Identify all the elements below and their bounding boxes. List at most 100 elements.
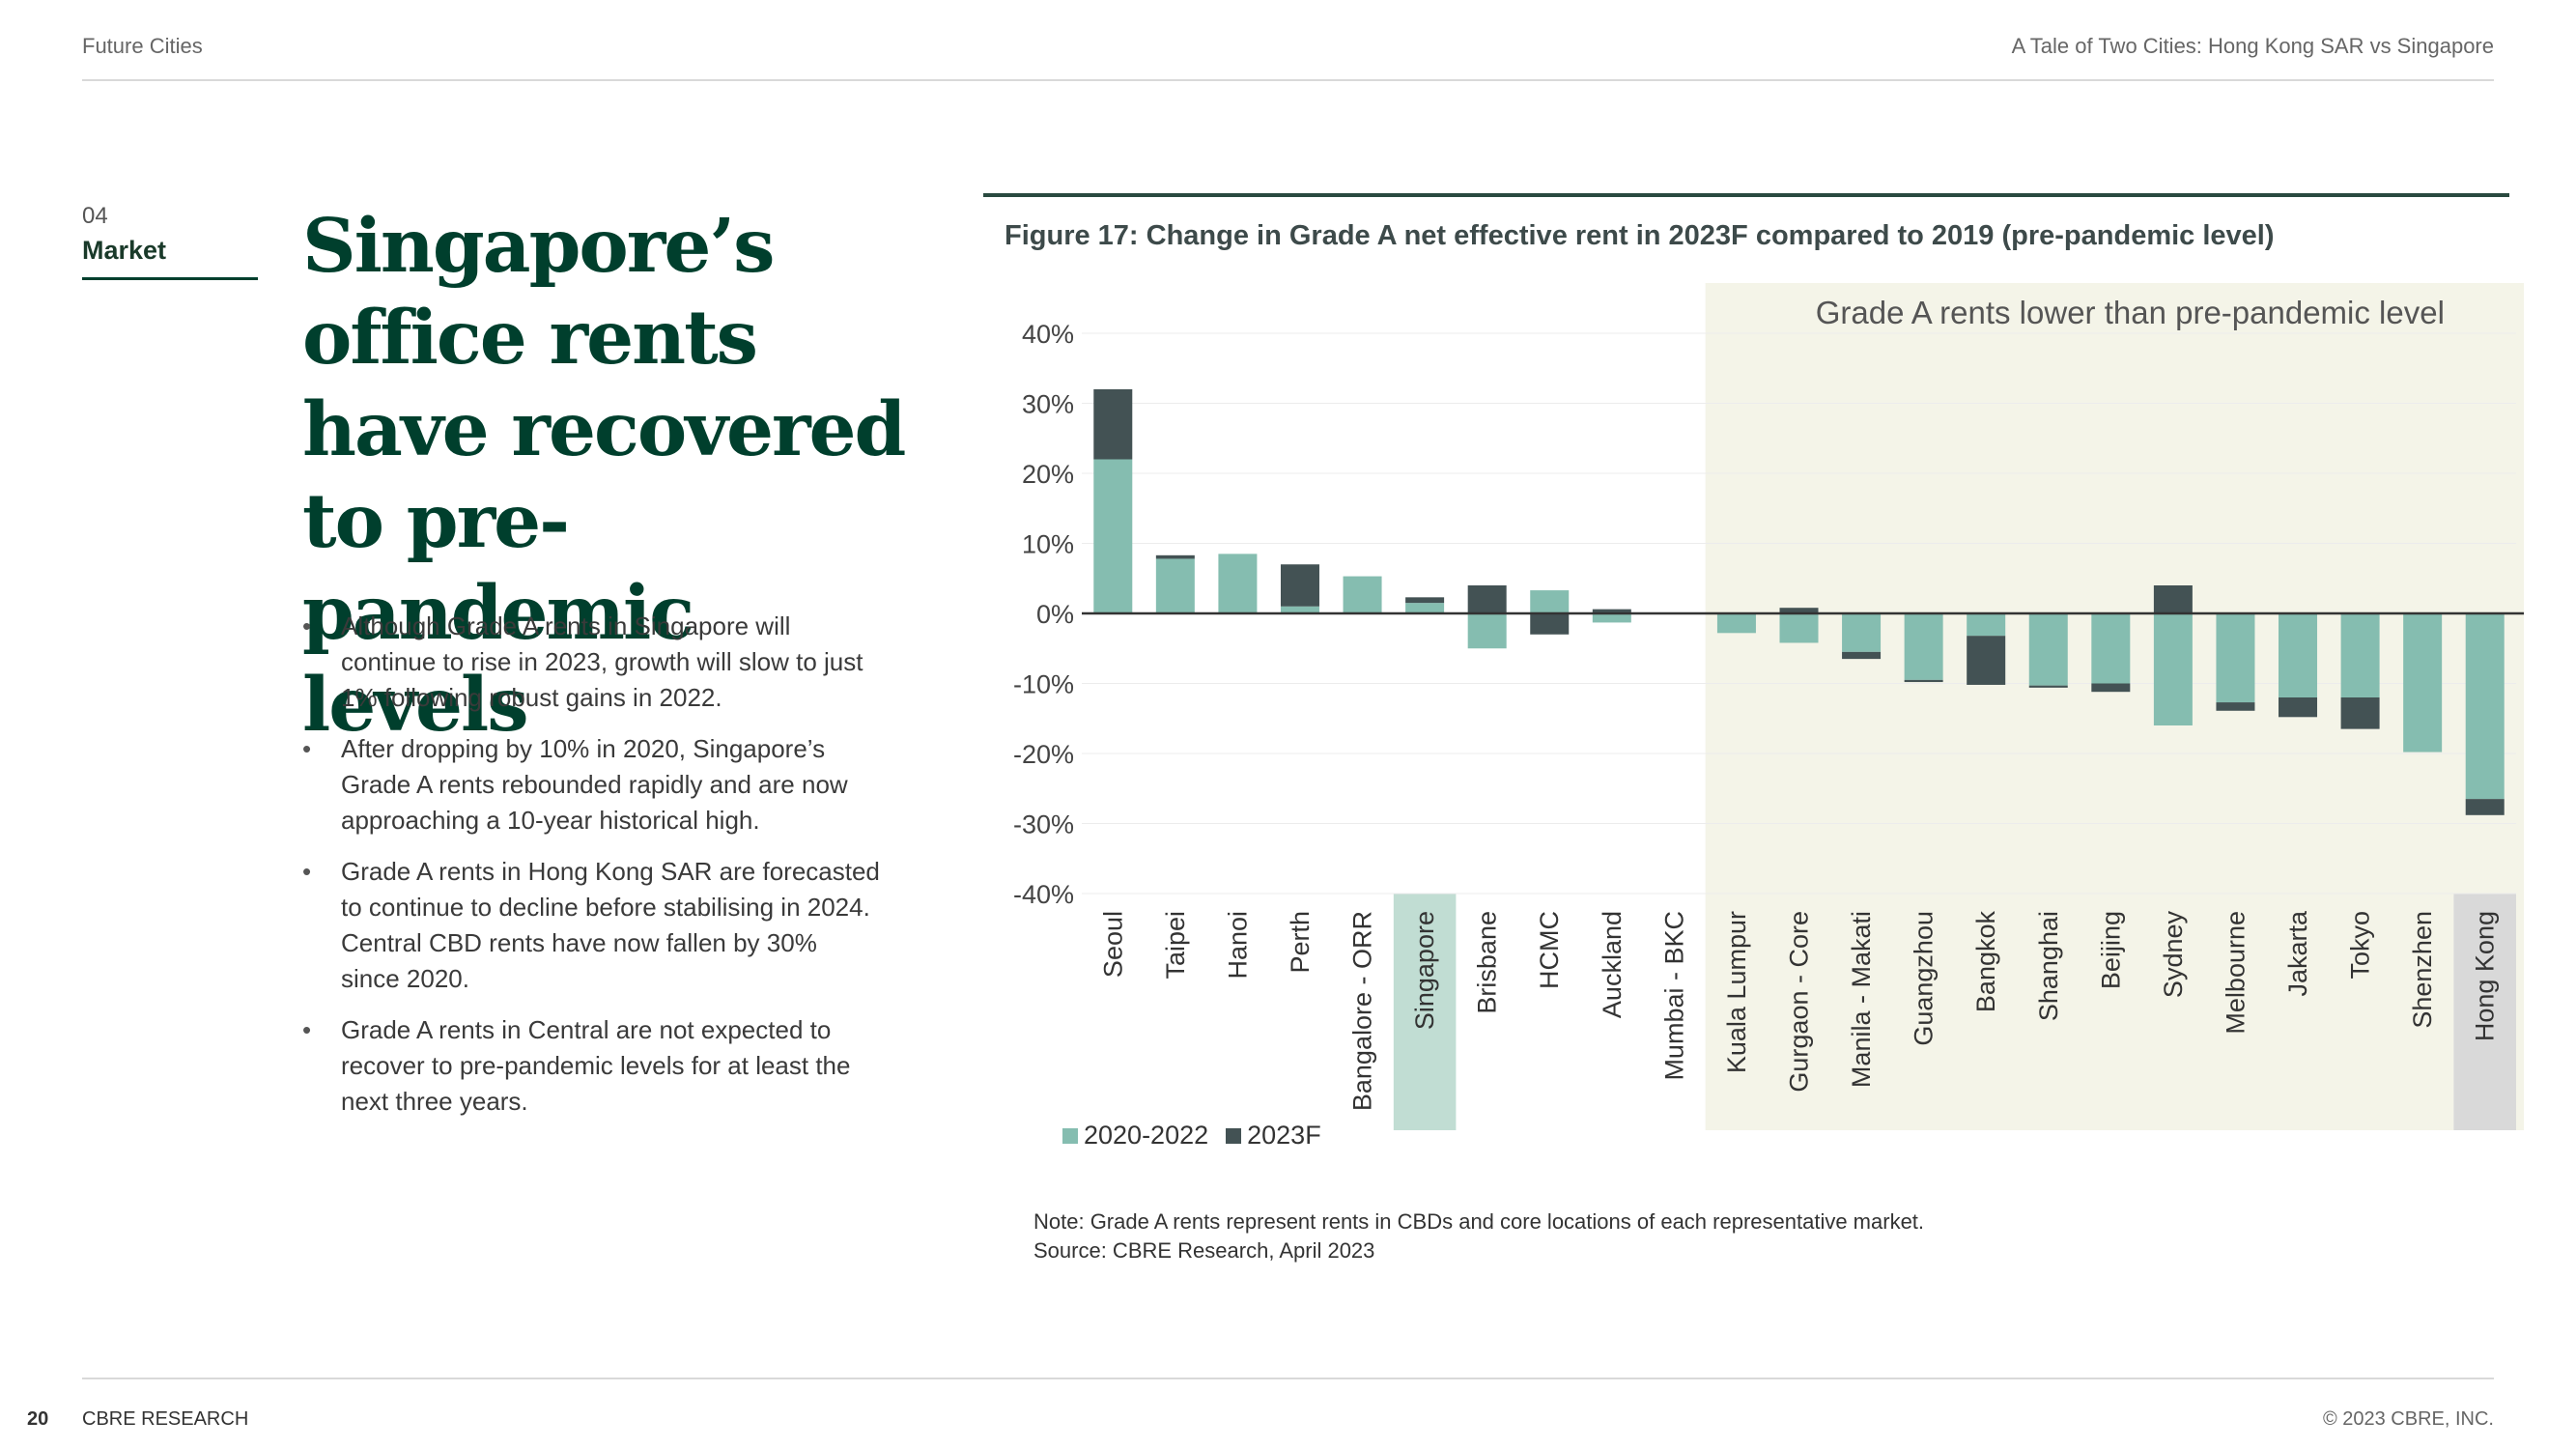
legend-swatch-2023f <box>1226 1127 1242 1144</box>
footer-divider <box>82 1378 2494 1379</box>
bar-2020-2022 <box>2028 613 2068 686</box>
x-tick-label: Mumbai - BKC <box>1659 911 1688 1081</box>
x-tick-label: Seoul <box>1098 911 1127 978</box>
legend-label: 2020-2022 <box>1084 1121 1209 1150</box>
bar-2023f <box>2465 799 2505 815</box>
figure-title: Figure 17: Change in Grade A net effecti… <box>1005 220 2275 251</box>
section-underline <box>82 277 258 280</box>
x-tick-label: Singapore <box>1410 911 1439 1030</box>
x-tick-label: Shanghai <box>2034 911 2063 1021</box>
highlight-hong-kong <box>2453 894 2516 1130</box>
x-tick-label: Bangalore - ORR <box>1348 911 1377 1111</box>
section-number: 04 <box>82 203 108 229</box>
figure-note: Note: Grade A rents represent rents in C… <box>1033 1208 1924 1265</box>
page-number: 20 <box>27 1408 49 1430</box>
footer-brand: CBRE RESEARCH <box>82 1408 249 1430</box>
source-text: Source: CBRE Research, April 2023 <box>1033 1238 1375 1263</box>
bar-2020-2022 <box>1405 603 1445 613</box>
x-tick-label: Guangzhou <box>1910 911 1939 1046</box>
bar-2023f <box>1779 608 1819 613</box>
y-tick-label: 0% <box>1036 600 1074 629</box>
bar-2023f <box>1155 554 1195 559</box>
header-right-title: A Tale of Two Cities: Hong Kong SAR vs S… <box>2011 34 2494 58</box>
section-name: Market <box>82 236 167 265</box>
header-divider <box>82 79 2494 81</box>
bar-2023f <box>2216 702 2255 711</box>
bar-2020-2022 <box>1530 590 1570 613</box>
x-tick-label: Sydney <box>2159 911 2188 999</box>
bar-2020-2022 <box>1467 613 1507 649</box>
bar-2020-2022 <box>2340 613 2380 697</box>
bar-2023f <box>2340 697 2380 729</box>
bar-2023f <box>1967 636 2006 685</box>
bar-2023f <box>1093 389 1133 460</box>
y-tick-label: 30% <box>1022 390 1074 419</box>
legend-item-2023f: 2023F <box>1226 1121 1321 1151</box>
x-tick-label: Melbourne <box>2221 911 2250 1035</box>
y-tick-label: 10% <box>1022 530 1074 559</box>
bar-2020-2022 <box>1592 613 1631 623</box>
legend-item-2020-2022: 2020-2022 <box>1062 1121 1208 1151</box>
y-tick-label: -30% <box>1013 810 1074 839</box>
x-tick-label: Jakarta <box>2283 910 2312 997</box>
x-tick-label: HCMC <box>1535 911 1564 989</box>
x-tick-label: Manila - Makati <box>1847 911 1876 1088</box>
note-text: Note: Grade A rents represent rents in C… <box>1033 1209 1925 1234</box>
y-tick-label: 20% <box>1022 460 1074 489</box>
bar-2020-2022 <box>2153 613 2193 725</box>
bar-2020-2022 <box>2216 613 2255 703</box>
legend-swatch-2020-2022 <box>1062 1127 1078 1144</box>
bar-2020-2022 <box>1280 606 1319 613</box>
bar-2023f <box>2091 683 2131 693</box>
highlight-singapore <box>1393 894 1457 1130</box>
x-tick-label: Auckland <box>1598 911 1627 1018</box>
x-tick-label: Brisbane <box>1473 911 1502 1014</box>
x-tick-label: Beijing <box>2096 911 2125 989</box>
legend-label: 2023F <box>1247 1121 1321 1150</box>
bar-2023f <box>1592 609 1631 613</box>
x-tick-label: Perth <box>1286 911 1315 974</box>
bar-2020-2022 <box>1343 576 1382 613</box>
bullet-item: Although Grade A rents in Singapore will… <box>302 609 882 716</box>
bar-2023f <box>1530 613 1570 635</box>
x-tick-label: Shenzhen <box>2408 911 2437 1029</box>
bar-2023f <box>1405 597 1445 604</box>
bar-2020-2022 <box>2465 613 2505 800</box>
bar-2023f <box>2153 585 2193 613</box>
bar-2020-2022 <box>1716 613 1756 634</box>
x-tick-label: Gurgaon - Core <box>1785 911 1814 1093</box>
bar-2020-2022 <box>2091 613 2131 684</box>
y-tick-label: -20% <box>1013 740 1074 769</box>
bar-2023f <box>1904 679 1943 683</box>
bar-2020-2022 <box>1779 613 1819 643</box>
bar-2020-2022 <box>2403 613 2443 753</box>
y-tick-label: 40% <box>1022 320 1074 349</box>
y-tick-label: -10% <box>1013 670 1074 699</box>
bar-2020-2022 <box>1967 613 2006 637</box>
bar-2020-2022 <box>1218 554 1258 613</box>
chart-legend: 2020-2022 2023F <box>1062 1121 1339 1151</box>
x-tick-label: Hong Kong <box>2471 911 2500 1041</box>
figure-top-rule <box>983 193 2509 197</box>
bullet-item: Grade A rents in Central are not expecte… <box>302 1012 882 1120</box>
bar-2023f <box>2028 685 2068 688</box>
shaded-region <box>1705 283 2524 1130</box>
bar-2023f <box>1842 651 1882 660</box>
bar-2020-2022 <box>1904 613 1943 680</box>
bullet-item: After dropping by 10% in 2020, Singapore… <box>302 731 882 838</box>
bullet-list: Although Grade A rents in Singapore will… <box>302 609 882 1135</box>
bar-2023f <box>1467 585 1507 613</box>
bar-2023f <box>1280 564 1319 607</box>
rent-change-chart: Grade A rents lower than pre-pandemic le… <box>1013 283 2524 1130</box>
x-tick-label: Taipei <box>1161 911 1190 980</box>
x-tick-label: Kuala Lumpur <box>1722 911 1751 1073</box>
header-left-title: Future Cities <box>82 34 203 58</box>
x-tick-label: Bangkok <box>1971 911 2000 1013</box>
x-tick-label: Hanoi <box>1223 911 1252 980</box>
bar-2020-2022 <box>1093 459 1133 613</box>
shaded-region-label: Grade A rents lower than pre-pandemic le… <box>1816 295 2445 330</box>
bullet-item: Grade A rents in Hong Kong SAR are forec… <box>302 854 882 997</box>
bar-2020-2022 <box>1155 558 1195 613</box>
x-tick-label: Tokyo <box>2346 911 2375 980</box>
y-tick-label: -40% <box>1013 880 1074 909</box>
